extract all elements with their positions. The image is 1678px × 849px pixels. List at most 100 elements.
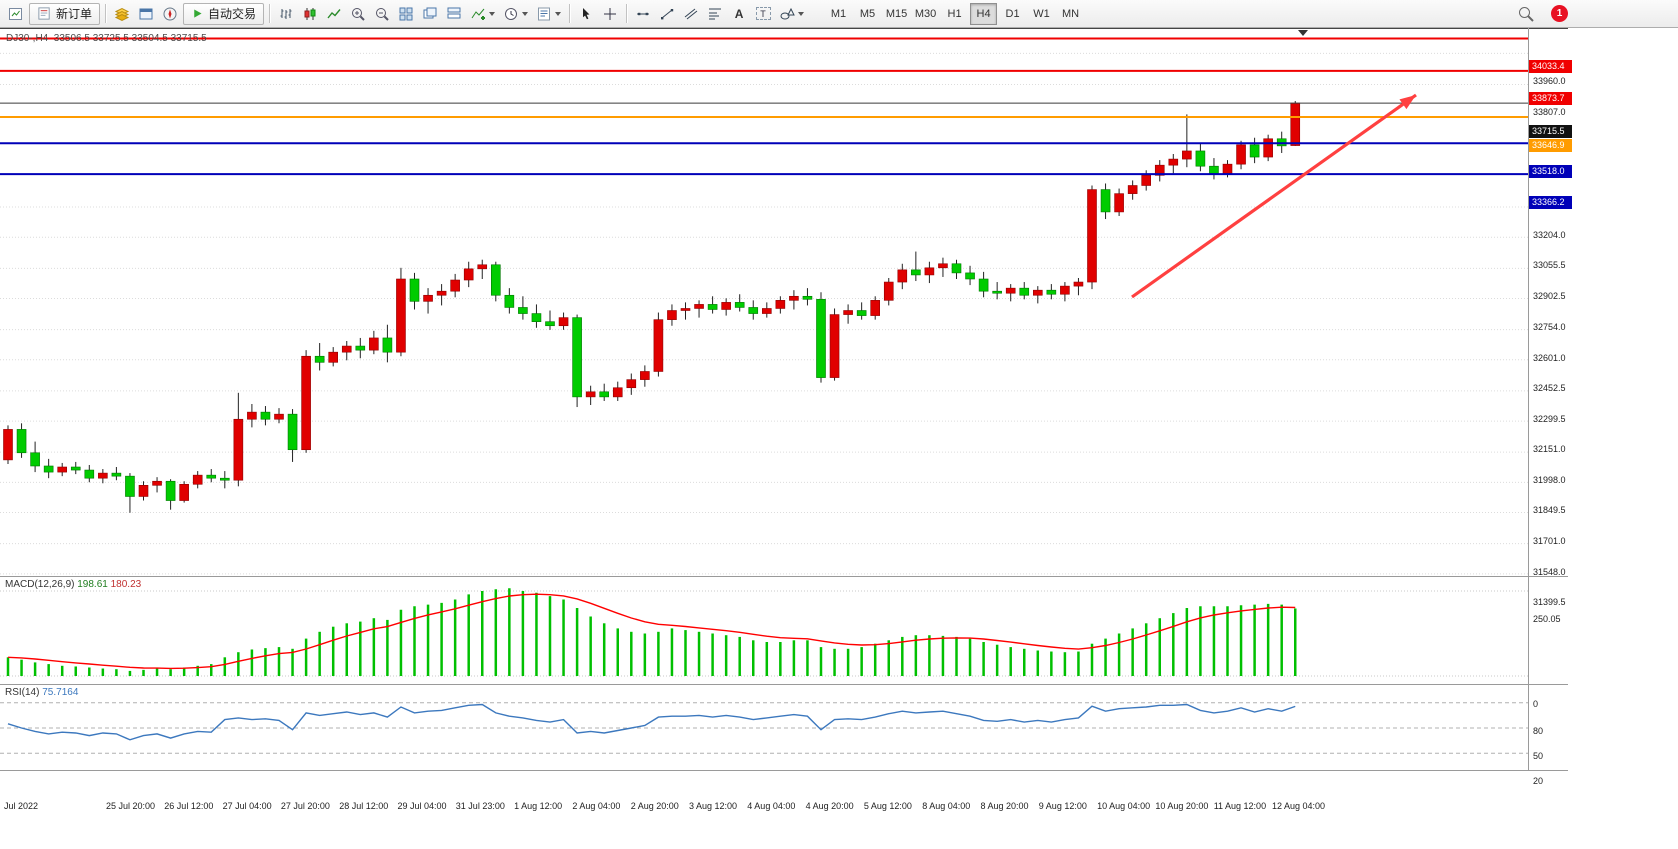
candlestick-chart-button[interactable]: [299, 3, 321, 25]
time-label: 1 Aug 12:00: [514, 801, 563, 811]
price-tick: 32754.0: [1533, 321, 1566, 332]
cursor-button[interactable]: [575, 3, 597, 25]
navigator-button[interactable]: [159, 3, 181, 25]
price-tick: 31701.0: [1533, 535, 1566, 546]
market-watch-button[interactable]: [111, 3, 133, 25]
indicators-caret-icon: [489, 11, 496, 16]
timeframe-button-W1[interactable]: W1: [1033, 7, 1050, 20]
candlestick-chart-icon: [304, 7, 316, 20]
macd-axis-tick: 250.05: [1533, 613, 1561, 624]
time-label: 3 Aug 12:00: [689, 801, 738, 811]
horizontal-line-icon: [637, 12, 650, 15]
price-level-badge: 33518.0: [1529, 164, 1572, 178]
timeframe-button-MN[interactable]: MN: [1061, 7, 1080, 20]
toolbar: 新订单 自动交易: [0, 0, 1678, 28]
bar-chart-icon: [280, 8, 292, 19]
timeframe-button-M15[interactable]: M15: [885, 7, 908, 20]
shapes-icon: [780, 7, 795, 19]
time-label: 27 Jul 20:00: [280, 801, 330, 811]
timeframe-button-M1[interactable]: M1: [830, 7, 847, 20]
line-chart-button[interactable]: [323, 3, 345, 25]
notification-badge[interactable]: 1: [1551, 5, 1568, 22]
crosshair-button[interactable]: [599, 3, 621, 25]
text-tool-button[interactable]: A: [728, 3, 750, 25]
zoom-out-button[interactable]: [371, 3, 393, 25]
chart-shift-marker: [1298, 30, 1308, 36]
chart-canvas[interactable]: [0, 28, 1678, 849]
price-level-badge: 33366.2: [1529, 195, 1572, 209]
timeframe-button-M30[interactable]: M30: [914, 7, 937, 20]
new-order-label: 新订单: [56, 7, 93, 21]
channel-tool-button[interactable]: [680, 3, 702, 25]
text-label-icon: T: [755, 7, 771, 20]
price-tick: 31998.0: [1533, 475, 1566, 486]
zoom-in-button[interactable]: [347, 3, 369, 25]
new-chart-button[interactable]: [5, 3, 27, 25]
rsi-value: 75.7164: [42, 687, 79, 698]
rsi-axis-tick: 20: [1533, 776, 1544, 787]
clock-icon: [505, 7, 518, 20]
price-tick: 32452.5: [1533, 382, 1566, 393]
time-label: 31 Jul 23:00: [455, 801, 505, 811]
market-watch-icon: [114, 7, 130, 21]
price-tick: 31548.0: [1533, 566, 1566, 577]
equidistant-channel-icon: [684, 8, 698, 19]
data-window-button[interactable]: [135, 3, 157, 25]
timeframe-button-H1[interactable]: H1: [947, 7, 962, 20]
tile-windows-button[interactable]: [395, 3, 417, 25]
arrange-windows-icon: [447, 7, 461, 18]
trendline-tool-button[interactable]: [656, 3, 678, 25]
price-tick: 33960.0: [1533, 76, 1566, 87]
chart-area[interactable]: DJ30-,H4 33506.5 33725.5 33504.5 33715.5…: [0, 28, 1678, 849]
tile-windows-icon: [399, 7, 413, 20]
chart-ohlc-header: DJ30-,H4 33506.5 33725.5 33504.5 33715.5: [6, 33, 207, 44]
price-tick: 33807.0: [1533, 107, 1566, 118]
price-tick: 32299.5: [1533, 413, 1566, 424]
shapes-tool-button[interactable]: [776, 3, 807, 25]
macd-signal-value: 180.23: [110, 579, 142, 590]
navigator-icon: [163, 7, 177, 20]
new-order-button[interactable]: 新订单: [29, 2, 101, 25]
auto-trading-button[interactable]: 自动交易: [183, 2, 265, 25]
current-price-badge: 33715.5: [1529, 124, 1572, 138]
timeframe-buttons: M1 M5 M15 M30 H1 H4 D1 W1 MN: [824, 2, 1085, 25]
timeframe-button-M5[interactable]: M5: [859, 7, 876, 20]
templates-button[interactable]: [533, 3, 564, 25]
text-tool-icon: A: [734, 6, 744, 21]
cascade-windows-button[interactable]: [419, 3, 441, 25]
time-label: 8 Aug 20:00: [980, 801, 1029, 811]
data-window-icon: [139, 8, 153, 19]
periods-button[interactable]: [500, 3, 531, 25]
time-label: 11 Aug 12:00: [1213, 801, 1267, 811]
time-label: 25 Jul 20:00: [106, 801, 156, 811]
indicators-button[interactable]: [467, 3, 498, 25]
indicators-icon: [471, 8, 486, 20]
fibonacci-tool-button[interactable]: [704, 3, 726, 25]
horizontal-line-tool-button[interactable]: [632, 3, 654, 25]
toolbar-separator: [105, 4, 107, 23]
price-tick: 33055.5: [1533, 260, 1566, 271]
macd-main-value: 198.61: [77, 579, 108, 590]
timeframe-button-D1[interactable]: D1: [1005, 7, 1020, 20]
price-tick: 32601.0: [1533, 352, 1566, 363]
line-chart-icon: [327, 8, 341, 18]
arrange-windows-button[interactable]: [443, 3, 465, 25]
time-label: 9 Aug 12:00: [1038, 801, 1087, 811]
price-tick: 32151.0: [1533, 444, 1566, 455]
time-label: 28 Jul 12:00: [339, 801, 389, 811]
crosshair-icon: [604, 7, 617, 20]
time-label: 4 Aug 20:00: [805, 801, 854, 811]
cascade-windows-icon: [423, 7, 437, 18]
trendline-icon: [661, 8, 674, 19]
price-level-badge: 33873.7: [1529, 92, 1572, 106]
new-order-icon: [38, 7, 50, 20]
time-label: Jul 2022: [4, 801, 39, 811]
text-label-tool-button[interactable]: T: [752, 3, 774, 25]
auto-trading-label: 自动交易: [208, 7, 257, 21]
timeframe-button-H4[interactable]: H4: [970, 2, 998, 25]
bar-chart-button[interactable]: [275, 3, 297, 25]
price-level-badge: 33646.9: [1529, 138, 1572, 152]
templates-caret-icon: [555, 11, 562, 16]
search-icon[interactable]: [1517, 5, 1535, 23]
rsi-indicator-label: RSI(14) 75.7164: [5, 687, 79, 698]
